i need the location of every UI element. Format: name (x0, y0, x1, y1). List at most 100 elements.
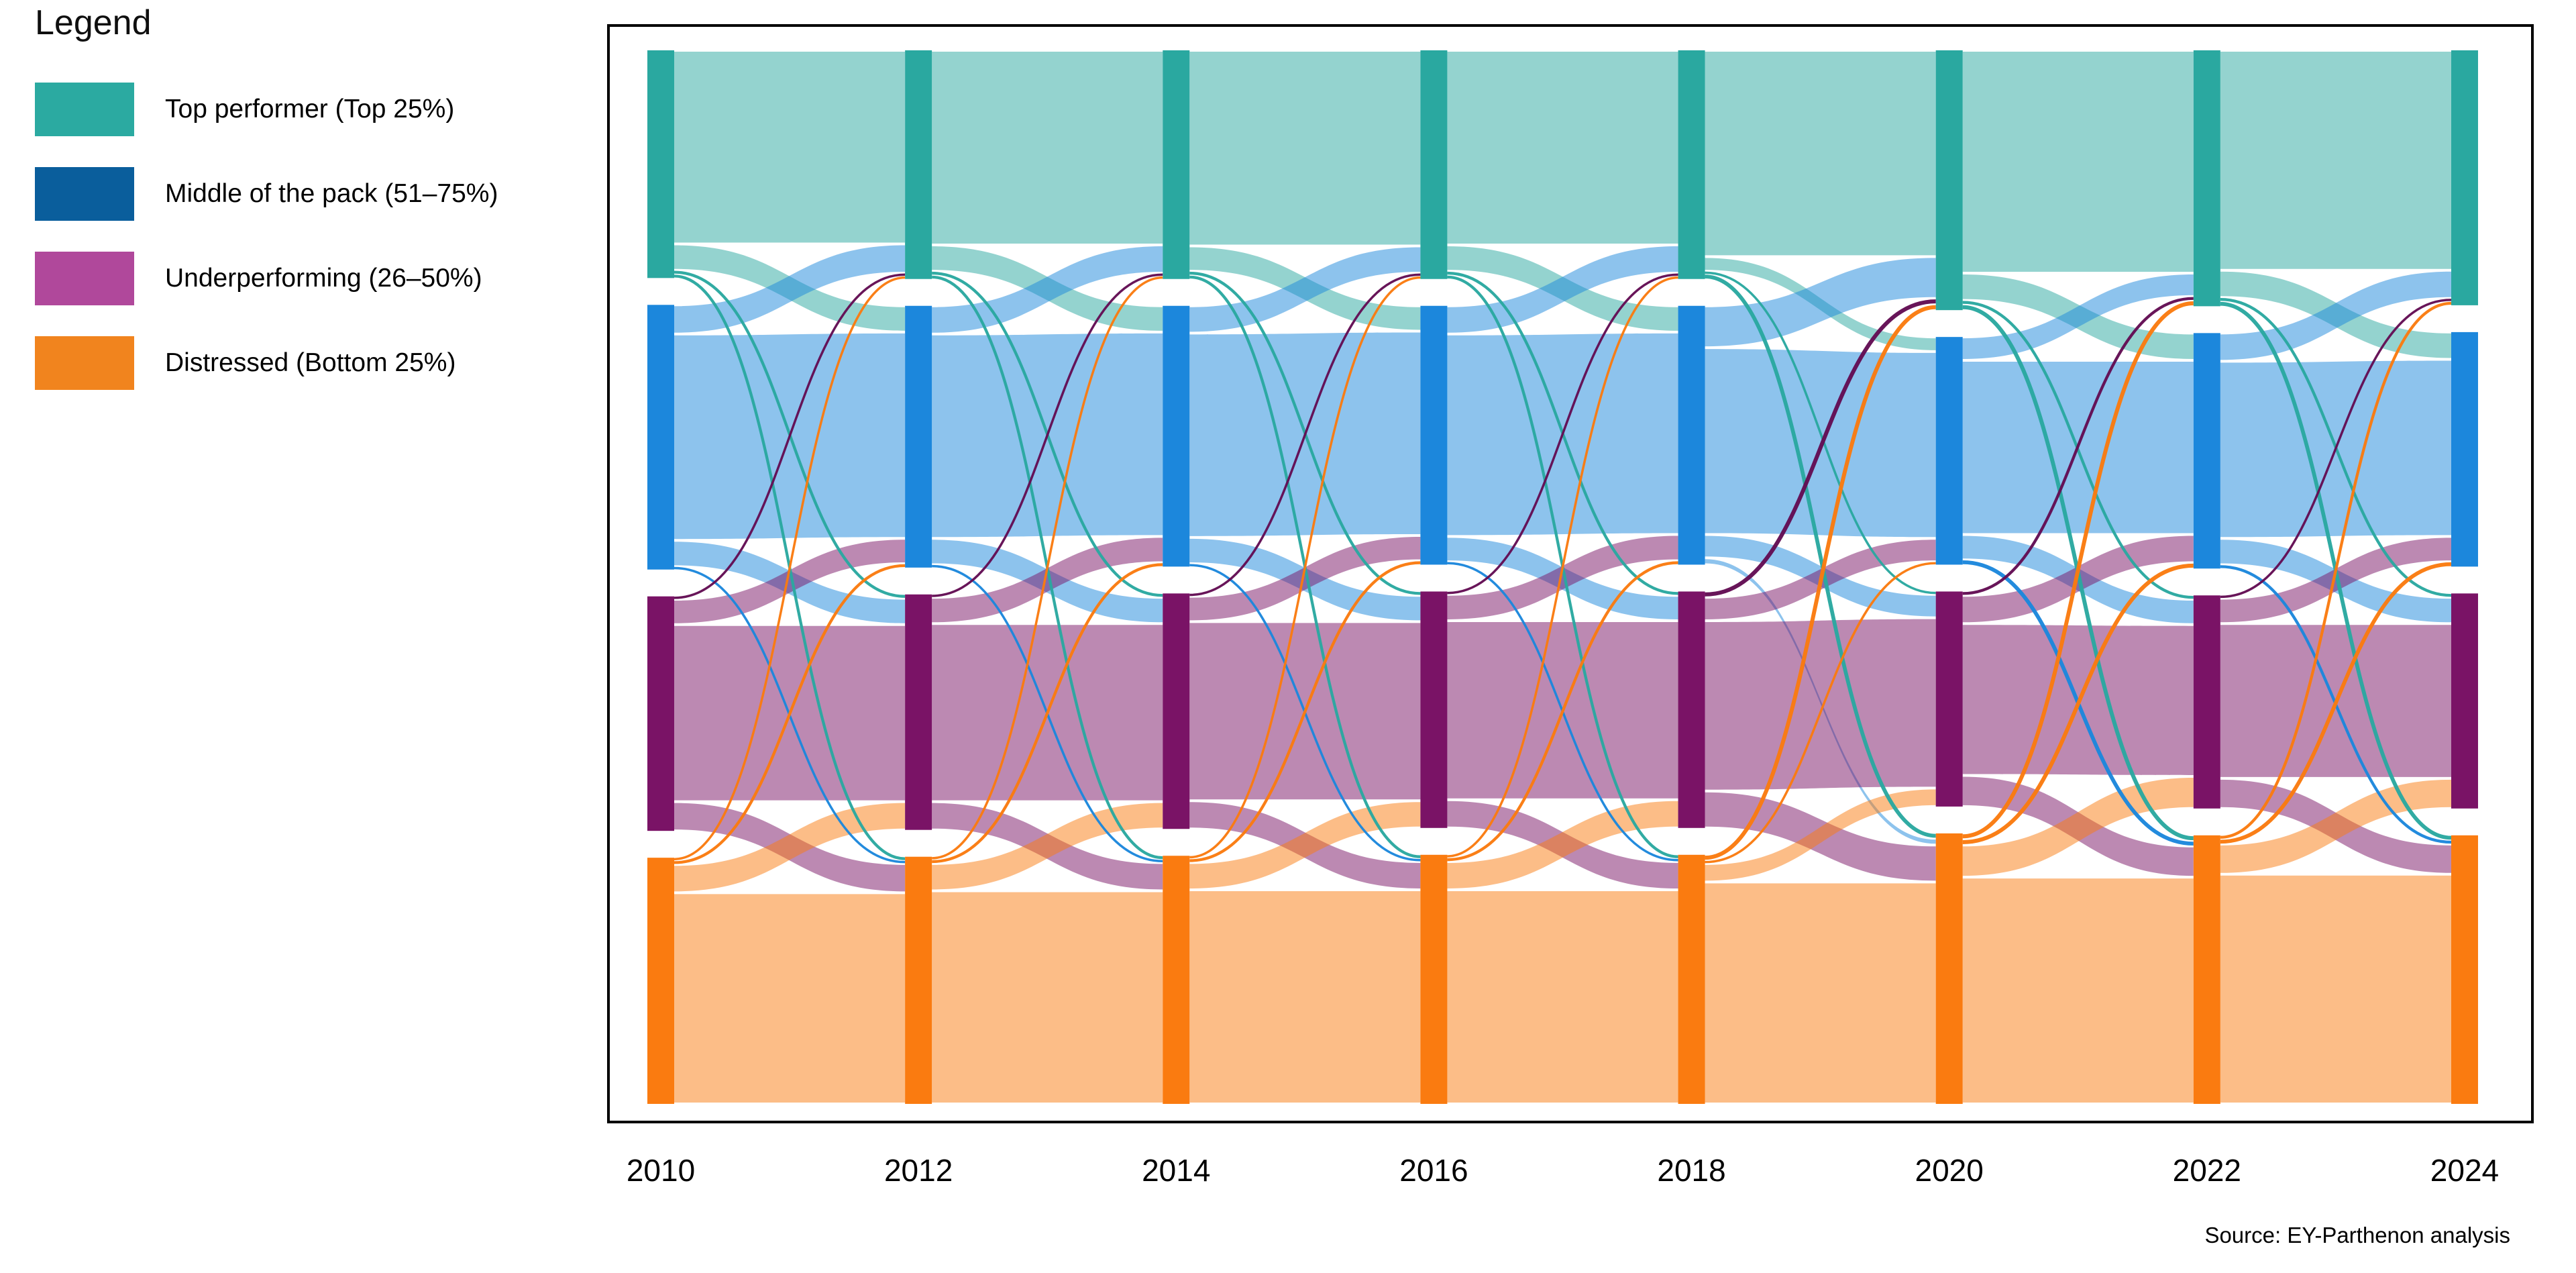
flow-2022-distressed-to-under (2220, 779, 2451, 873)
flow-2010-top-to-top (674, 52, 906, 243)
flow-2018-top-to-top (1705, 52, 1936, 256)
flow-2018-under-to-top (1705, 299, 1936, 597)
node-2024-middle (2451, 332, 2478, 567)
flow-2018-middle-to-top (1705, 258, 1936, 347)
node-2010-under (647, 596, 674, 831)
flow-2012-distressed-to-distressed (932, 892, 1163, 1103)
year-label-2012: 2012 (884, 1153, 953, 1188)
chart-frame (607, 24, 2534, 1123)
node-2020-middle (1935, 337, 1963, 565)
flow-2018-under-to-under (1705, 619, 1936, 790)
node-2014-middle (1163, 305, 1190, 567)
node-2018-middle (1678, 305, 1705, 565)
flow-2022-under-to-top (2220, 299, 2451, 599)
flow-2018-top-to-distressed (1705, 274, 1936, 838)
flow-2012-distressed-to-middle (932, 563, 1163, 864)
node-2020-under (1935, 591, 1963, 807)
flow-2018-distressed-to-under (1705, 789, 1936, 881)
flow-2010-middle-to-top (674, 245, 906, 333)
flow-2010-distressed-to-top (674, 276, 906, 861)
flow-2014-distressed-to-under (1189, 802, 1421, 888)
node-2012-under (905, 594, 932, 830)
node-2024-under (2451, 593, 2478, 809)
node-2018-top (1678, 50, 1705, 279)
node-2018-under (1678, 591, 1705, 828)
flow-2020-distressed-to-under (1962, 777, 2194, 876)
node-2018-distressed (1678, 854, 1705, 1104)
year-label-2022: 2022 (2173, 1153, 2241, 1188)
flow-2022-distressed-to-distressed (2220, 875, 2451, 1103)
flow-2010-distressed-to-distressed (674, 894, 906, 1103)
legend-swatch-top-performer (35, 83, 134, 137)
flow-2010-distressed-to-under (674, 803, 906, 892)
flow-2020-middle-to-top (1962, 274, 2194, 359)
flow-2016-distressed-to-under (1447, 801, 1678, 888)
legend-label-underperforming: Underperforming (26–50%) (165, 264, 482, 293)
flow-2014-distressed-to-middle (1189, 561, 1421, 862)
node-2016-under (1420, 591, 1448, 828)
node-2010-middle (647, 305, 674, 570)
node-2016-distressed (1420, 854, 1448, 1104)
flow-2012-distressed-to-top (932, 276, 1163, 860)
node-2012-top (905, 50, 932, 279)
flow-2014-middle-to-top (1189, 247, 1421, 332)
flow-2010-under-to-top (674, 273, 906, 599)
flow-2010-distressed-to-middle (674, 564, 906, 864)
legend-item-middle-of-pack: Middle of the pack (51–75%) (35, 167, 498, 221)
flow-2012-middle-to-top (932, 246, 1163, 333)
year-label-2024: 2024 (2430, 1153, 2499, 1188)
sankey-flows-wide (674, 52, 2451, 1103)
legend-swatch-middle-of-pack (35, 167, 134, 221)
flow-2018-top-to-under (1705, 271, 1936, 595)
source-note: Source: EY-Parthenon analysis (2204, 1223, 2510, 1247)
node-2022-top (2193, 50, 2220, 307)
year-axis: 2010 2012 2014 2016 2018 2020 2022 2024 (627, 1153, 2499, 1188)
flow-2020-under-to-top (1962, 297, 2194, 595)
flow-2018-distressed-to-distressed (1705, 883, 1936, 1103)
flow-2018-distressed-to-top (1705, 305, 1936, 860)
node-2024-distressed (2451, 835, 2478, 1104)
legend-item-underperforming: Underperforming (26–50%) (35, 252, 498, 306)
node-2020-distressed (1935, 833, 1963, 1104)
sankey-flows-thin (674, 270, 2451, 864)
legend-title: Legend (35, 3, 152, 42)
legend-item-top-performer: Top performer (Top 25%) (35, 83, 498, 137)
flow-2022-distressed-to-middle (2220, 562, 2451, 844)
node-2014-top (1163, 50, 1190, 279)
legend-swatch-underperforming (35, 252, 134, 306)
node-2024-top (2451, 50, 2478, 305)
node-2022-under (2193, 595, 2220, 809)
year-label-2010: 2010 (627, 1153, 695, 1188)
flow-2012-under-to-top (932, 273, 1163, 597)
node-2022-distressed (2193, 835, 2220, 1104)
node-2010-top (647, 50, 674, 278)
flow-2018-distressed-to-middle (1705, 562, 1936, 864)
node-2010-distressed (647, 858, 674, 1104)
flow-2016-distressed-to-middle (1447, 561, 1678, 862)
year-label-2020: 2020 (1915, 1153, 1984, 1188)
flow-2020-distressed-to-top (1962, 301, 2194, 839)
flow-2020-top-to-top (1962, 52, 2194, 272)
flow-2022-distressed-to-top (2220, 301, 2451, 839)
legend-label-top-performer: Top performer (Top 25%) (165, 95, 455, 124)
flow-2016-distressed-to-distressed (1447, 891, 1678, 1103)
year-label-2014: 2014 (1142, 1153, 1210, 1188)
legend-item-distressed: Distressed (Bottom 25%) (35, 336, 498, 391)
flow-2016-under-to-top (1447, 273, 1678, 595)
flow-2022-middle-to-top (2220, 271, 2451, 360)
legend: Legend Top performer (Top 25%) Middle of… (35, 3, 498, 421)
flow-2016-under-to-middle (1447, 536, 1678, 619)
flow-2012-distressed-to-under (932, 803, 1163, 890)
node-2022-middle (2193, 333, 2220, 569)
node-2014-under (1163, 593, 1190, 829)
node-2014-distressed (1163, 856, 1190, 1104)
legend-swatch-distressed (35, 336, 134, 391)
flow-2016-middle-to-top (1447, 246, 1678, 333)
year-label-2016: 2016 (1399, 1153, 1468, 1188)
node-2020-top (1935, 50, 1963, 311)
flow-2022-top-to-top (2220, 52, 2451, 269)
node-2012-distressed (905, 856, 932, 1104)
node-2016-top (1420, 50, 1448, 279)
flow-2022-under-to-middle (2220, 538, 2451, 623)
